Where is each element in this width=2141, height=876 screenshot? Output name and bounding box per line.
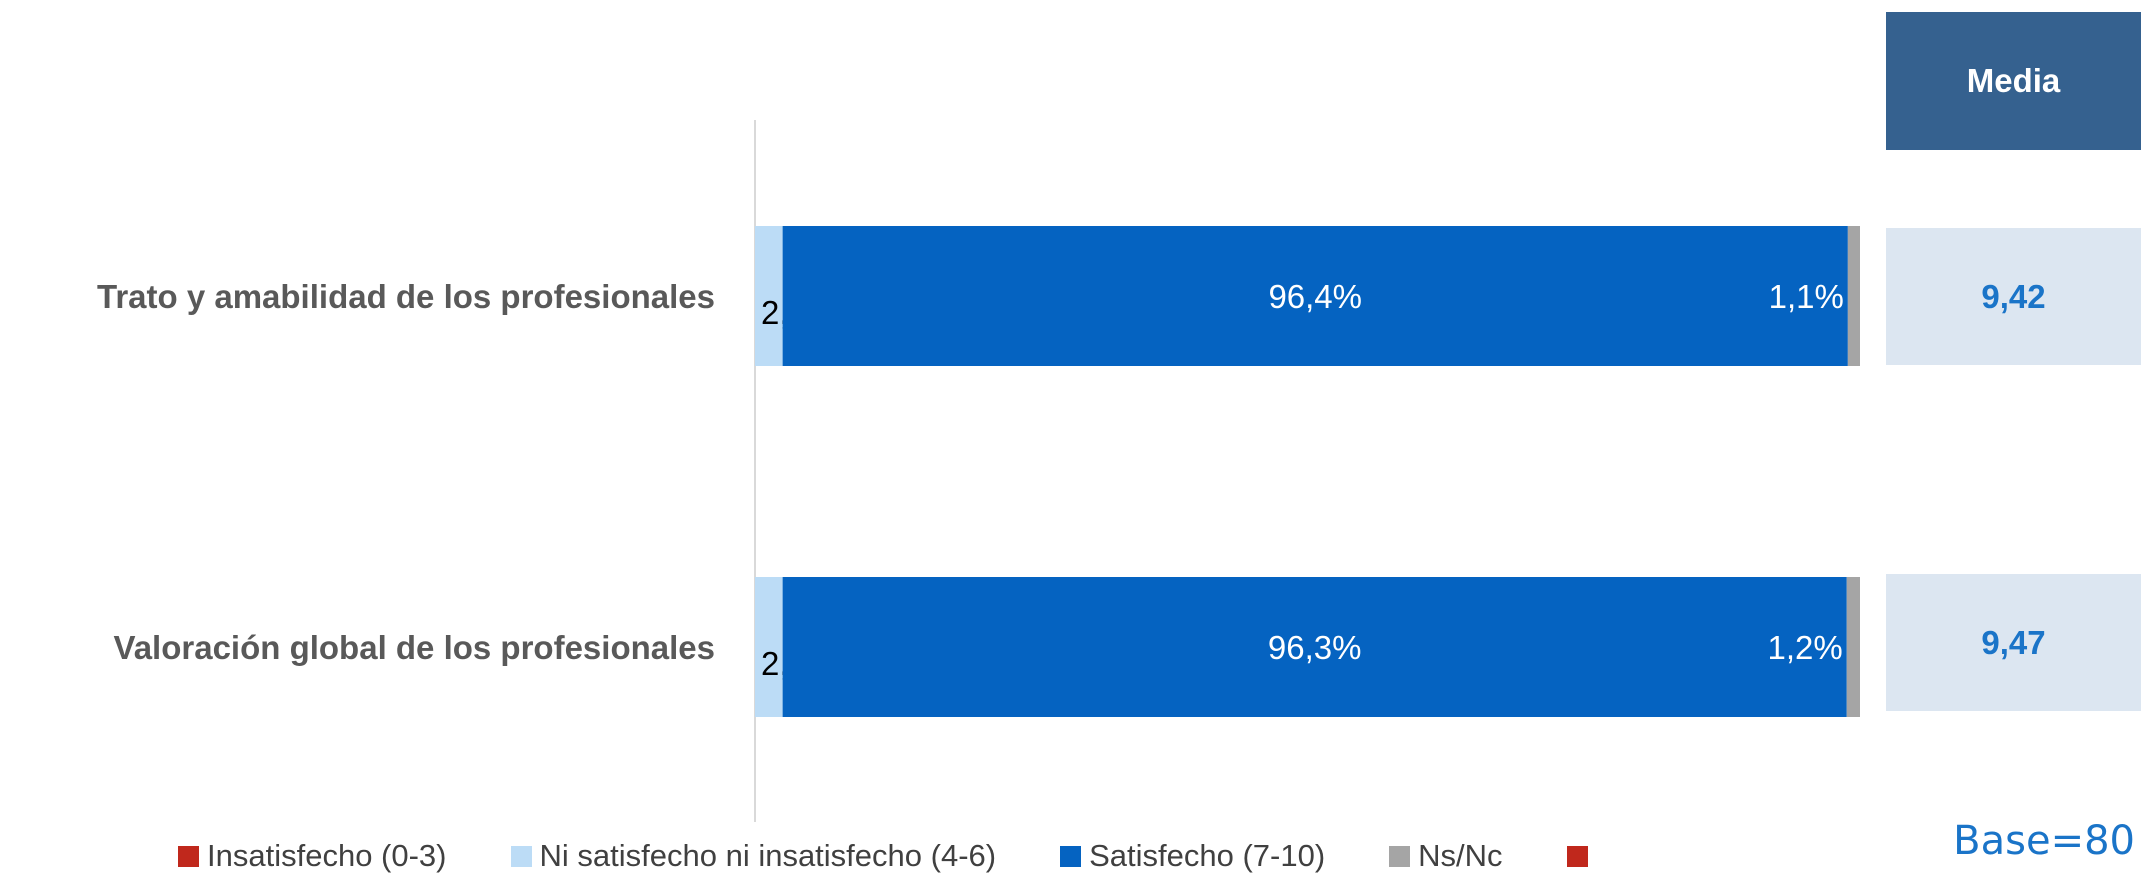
- category-label-valoracion-global-de-los-profesionales: Valoración global de los profesionales: [114, 629, 716, 666]
- legend-swatch-ni-satisfecho: [510, 845, 532, 867]
- legend-item-satisfecho: Satisfecho (7-10): [1060, 838, 1325, 874]
- data-label-ns-nc-0: 1,1%: [1769, 278, 1844, 315]
- legend-item-insatisfecho: Insatisfecho (0-3): [178, 838, 447, 874]
- base-label: Base=80: [1953, 818, 2135, 864]
- legend-label-nsnc: Ns/Nc: [1418, 838, 1503, 873]
- bar-segment-satisfecho-7-10-1: [782, 577, 1847, 717]
- media-header: Media: [1886, 12, 2141, 150]
- legend-item-nsnc: Ns/Nc: [1389, 838, 1503, 874]
- legend-swatch-extra: [1566, 845, 1588, 867]
- data-label-ns-nc-1: 1,2%: [1768, 629, 1843, 666]
- data-label-satisfecho-7-10-1: 96,3%: [1268, 629, 1362, 666]
- category-label-trato-y-amabilidad-de-los-profesionales: Trato y amabilidad de los profesionales: [97, 278, 715, 315]
- bar-segment-ns-nc-0: [1847, 226, 1860, 366]
- bar-segment-ns-nc-1: [1846, 577, 1860, 717]
- legend-label-ni-satisfecho: Ni satisfecho ni insatisfecho (4-6): [539, 838, 997, 873]
- legend-label-insatisfecho: Insatisfecho (0-3): [207, 838, 447, 873]
- bar-segment-ni-satisfecho-ni-insatisfecho-4-6-1: [755, 577, 783, 717]
- media-value-trato: 9,42: [1886, 228, 2141, 365]
- legend-item-extra: [1566, 845, 1596, 867]
- legend-swatch-insatisfecho: [178, 845, 199, 867]
- bar-segment-satisfecho-7-10-0: [782, 226, 1848, 366]
- legend-item-ni-satisfecho: Ni satisfecho ni insatisfecho (4-6): [510, 838, 997, 874]
- media-value-global: 9,47: [1886, 574, 2141, 711]
- legend-swatch-satisfecho: [1060, 845, 1082, 867]
- data-label-satisfecho-7-10-0: 96,4%: [1268, 278, 1362, 315]
- bar-segment-ni-satisfecho-ni-insatisfecho-4-6-0: [755, 226, 783, 366]
- legend-label-satisfecho: Satisfecho (7-10): [1089, 838, 1326, 873]
- legend-swatch-nsnc: [1389, 845, 1411, 867]
- legend: Insatisfecho (0-3) Ni satisfecho ni insa…: [178, 836, 1660, 876]
